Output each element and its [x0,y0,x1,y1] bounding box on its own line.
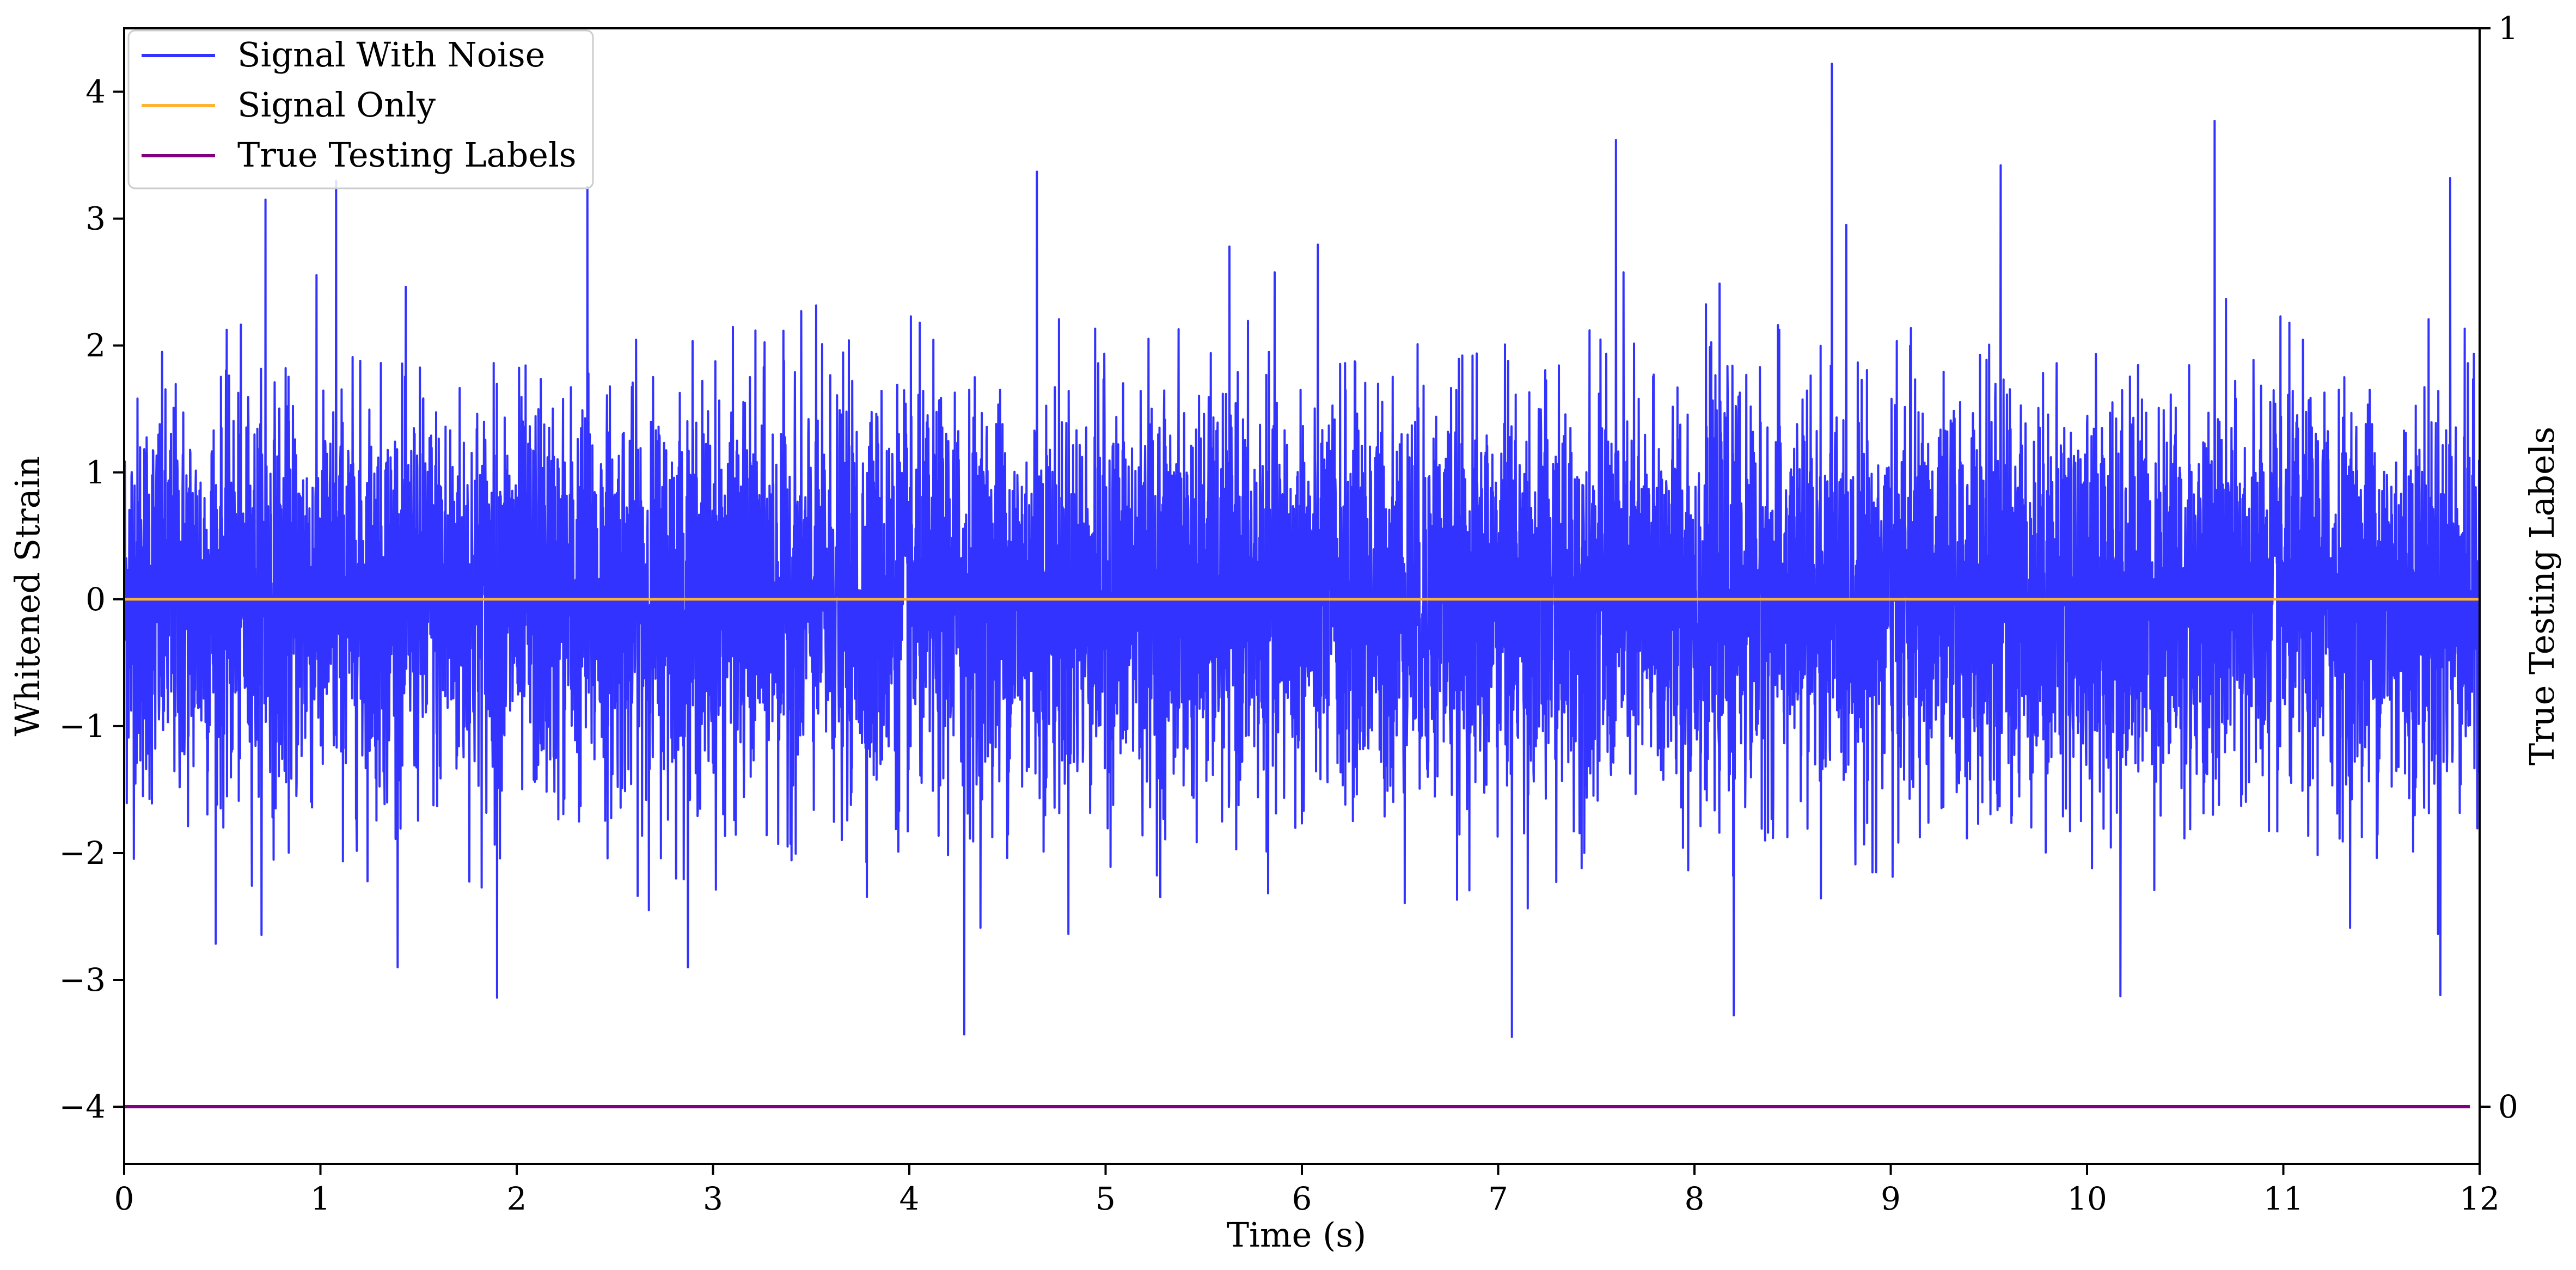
y2-tick-label: 1 [2498,10,2518,47]
x-tick-label: 10 [2067,1180,2107,1217]
legend-label-signal-with-noise: Signal With Noise [237,35,545,75]
x-tick-label: 4 [900,1180,920,1217]
x-axis: 0 1 2 3 4 5 6 7 8 9 10 11 12 [114,1164,2500,1217]
x-tick-label: 2 [507,1180,527,1217]
legend-box [127,29,594,189]
x-tick-label: 7 [1488,1180,1508,1217]
series-line-signal-with-noise [123,63,2481,1038]
x-tick-label: 8 [1685,1180,1705,1217]
y-tick-label: 0 [85,581,106,618]
y-tick-label: 4 [85,73,106,111]
y-tick-label: −3 [59,961,106,998]
legend-label-true-testing-labels: True Testing Labels [237,135,577,175]
x-tick-label: 5 [1096,1180,1116,1217]
x-axis-label: Time (s) [1227,1215,1367,1255]
y-tick-label: −1 [59,708,106,745]
legend-label-signal-only: Signal Only [237,85,436,125]
y2-tick-label: 0 [2498,1088,2518,1125]
y-tick-label: 3 [85,200,106,237]
legend: Signal With Noise Signal Only True Testi… [127,29,594,189]
y-axis-left: −4 −3 −2 −1 0 1 2 3 4 [59,73,124,1125]
noise-layer [123,63,2481,1038]
x-tick-label: 9 [1881,1180,1901,1217]
y-axis-label: Whitened Strain [8,456,47,737]
x-tick-label: 3 [703,1180,723,1217]
y-axis-right: 01 [2480,10,2518,1125]
x-tick-label: 6 [1292,1180,1312,1217]
x-tick-label: 1 [310,1180,331,1217]
y-tick-label: 2 [85,327,106,364]
y-tick-label: −2 [59,835,106,872]
x-tick-label: 11 [2263,1180,2304,1217]
lines-layer [124,598,2480,1109]
y-tick-label: 1 [85,454,106,491]
y-tick-label: −4 [59,1088,106,1125]
x-tick-label: 0 [114,1180,134,1217]
y2-axis-label: True Testing Labels [2522,427,2562,766]
x-tick-label: 12 [2459,1180,2500,1217]
